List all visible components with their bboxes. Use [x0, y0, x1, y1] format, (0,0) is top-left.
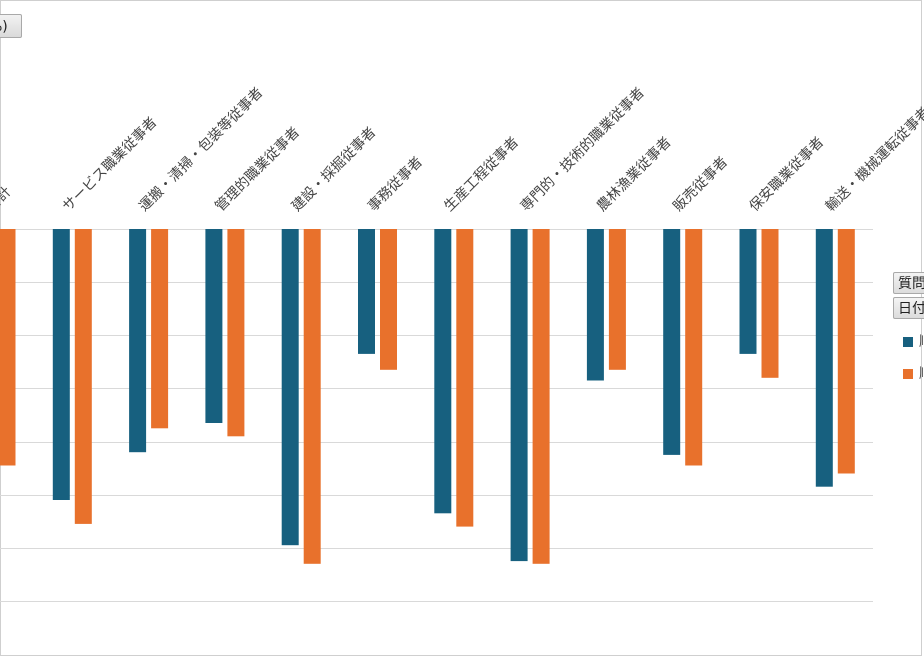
category-label-2: 運搬・清掃・包装等従事者	[135, 84, 266, 215]
category-label-7: 専門的・技術的職業従事者	[518, 85, 648, 215]
bar-series-2-cat-5[interactable]	[380, 229, 397, 370]
legend-field-question[interactable]: 質問	[893, 272, 924, 294]
category-label-0: 合計	[0, 184, 15, 215]
bar-series-2-cat-4[interactable]	[303, 229, 321, 564]
bar-series-1-cat-9[interactable]	[663, 229, 681, 455]
category-label-5: 事務従事者	[365, 154, 426, 215]
category-label-11: 輸送・機械運転従事者	[823, 105, 924, 215]
bar-series-1-cat-6[interactable]	[434, 229, 452, 514]
category-labels: 合計 サービス職業従事者運搬・清掃・包装等従事者管理的職業従事者建設・採掘従事者事…	[0, 84, 924, 215]
bar-series-2-cat-7[interactable]	[532, 229, 550, 564]
category-label-8: 農林漁業従事者	[594, 134, 675, 215]
legend: 質問 日付 順 順	[893, 272, 924, 383]
category-label-9: 販売従事者	[670, 154, 731, 215]
bar-series-2-cat-9[interactable]	[685, 229, 703, 466]
bars	[0, 229, 855, 564]
bar-series-2-cat-8[interactable]	[608, 229, 626, 370]
category-label-10: 保安職業従事者	[747, 134, 828, 215]
bar-series-2-cat-2[interactable]	[151, 229, 169, 429]
bar-series-1-cat-4[interactable]	[281, 229, 299, 546]
bar-series-1-cat-5[interactable]	[358, 229, 375, 354]
pivot-field-button[interactable]: %)	[0, 14, 22, 38]
legend-label-series-1: 順	[919, 334, 924, 350]
bar-series-2-cat-3[interactable]	[227, 229, 245, 437]
bar-series-2-cat-6[interactable]	[456, 229, 474, 527]
bar-series-1-cat-7[interactable]	[510, 229, 528, 562]
legend-swatch-series-1	[903, 337, 913, 347]
bar-series-2-cat-1[interactable]	[74, 229, 92, 524]
category-label-4: 建設・採掘従事者	[289, 124, 380, 215]
legend-field-date[interactable]: 日付	[893, 297, 924, 319]
bar-series-2-cat-10[interactable]	[761, 229, 779, 378]
bar-series-1-cat-8[interactable]	[586, 229, 604, 381]
legend-entry-series-2: 順	[893, 365, 924, 383]
bar-series-2-cat-0[interactable]	[0, 229, 16, 466]
legend-entry-series-1: 順	[893, 333, 924, 351]
bar-series-1-cat-11[interactable]	[815, 229, 833, 487]
bar-series-2-cat-11[interactable]	[837, 229, 855, 474]
bar-series-1-cat-3[interactable]	[205, 229, 223, 423]
bar-series-1-cat-2[interactable]	[129, 229, 147, 453]
legend-label-series-2: 順	[919, 366, 924, 382]
bar-series-1-cat-10[interactable]	[739, 229, 757, 354]
category-label-3: 管理的職業従事者	[212, 124, 303, 215]
gridlines	[0, 229, 873, 602]
bar-series-1-cat-1[interactable]	[52, 229, 70, 500]
legend-swatch-series-2	[903, 369, 913, 379]
category-label-6: 生産工程従事者	[441, 134, 522, 215]
